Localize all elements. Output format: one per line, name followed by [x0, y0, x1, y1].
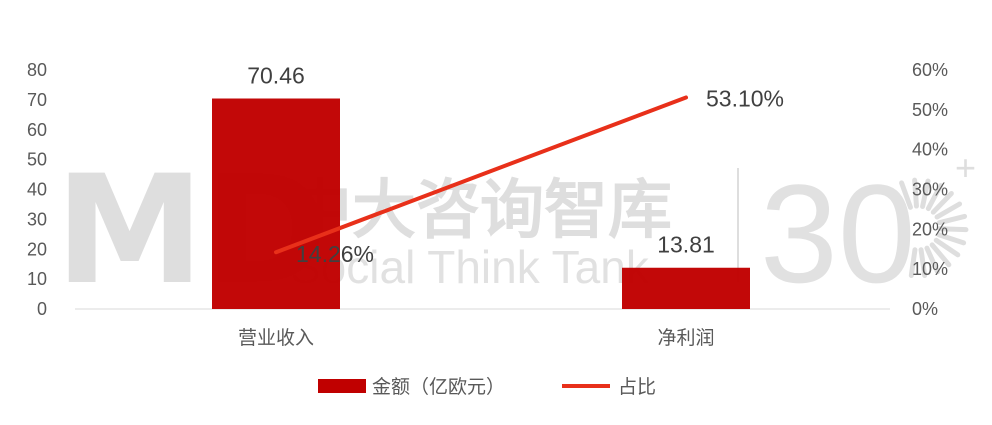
right-y-axis: 0% 10% 20% 30% 40% 50% 60% — [912, 60, 948, 319]
legend-line-label: 占比 — [618, 376, 656, 398]
left-y-tick-label: 60 — [27, 120, 47, 140]
line-data-label: 14.26% — [296, 241, 374, 267]
sunburst-ray — [936, 213, 968, 226]
watermark-cn-text: 中大咨询智库 — [288, 174, 672, 248]
sunburst-ray — [934, 201, 963, 220]
category-labels: 营业收入 净利润 — [238, 327, 715, 349]
sunburst-ray — [912, 177, 919, 209]
line-path — [274, 95, 688, 255]
line-data-labels: 14.26% 53.10% — [296, 85, 784, 267]
right-y-tick-label: 10% — [912, 259, 948, 279]
right-y-tick-label: 20% — [912, 219, 948, 239]
left-y-tick-label: 20 — [27, 239, 47, 259]
plus-icon: + — [955, 147, 976, 188]
left-y-tick-label: 0 — [37, 299, 47, 319]
bar-data-label: 70.46 — [247, 63, 305, 89]
watermark-en-text: Social Think Tank — [290, 241, 650, 293]
line-series — [274, 95, 688, 255]
line-data-label: 53.10% — [706, 85, 784, 111]
bar-data-labels: 70.46 13.81 — [247, 63, 715, 258]
left-y-tick-label: 50 — [27, 150, 47, 170]
bar-data-label: 13.81 — [657, 232, 715, 258]
left-y-tick-label: 10 — [27, 269, 47, 289]
sunburst-ray — [908, 247, 918, 279]
bar-1 — [212, 98, 340, 309]
sunburst-ray — [929, 242, 952, 268]
left-y-tick-label: 70 — [27, 90, 47, 110]
sunburst-icon — [899, 177, 969, 279]
sunburst-ray — [936, 232, 967, 246]
left-y-tick-label: 40 — [27, 180, 47, 200]
right-y-tick-label: 50% — [912, 100, 948, 120]
left-y-tick-label: 80 — [27, 60, 47, 80]
left-y-tick-label: 30 — [27, 209, 47, 229]
legend-bar-swatch — [318, 379, 366, 393]
bar-series — [212, 98, 750, 309]
sunburst-ray — [933, 237, 961, 258]
legend: 金额（亿欧元） 占比 — [318, 376, 656, 398]
right-y-tick-label: 60% — [912, 60, 948, 80]
sunburst-ray — [924, 245, 941, 275]
x-category-label: 营业收入 — [238, 327, 314, 349]
sunburst-ray — [918, 247, 928, 279]
right-y-tick-label: 0% — [912, 299, 938, 319]
sunburst-ray — [937, 226, 969, 233]
sunburst-ray — [920, 178, 931, 209]
sunburst-ray — [930, 190, 954, 215]
watermark-number: 30 — [760, 155, 916, 312]
watermark: MD 中大咨询智库 Social Think Tank 30 + — [55, 144, 976, 318]
right-y-tick-label: 30% — [912, 180, 948, 200]
sunburst-ray — [925, 183, 944, 212]
sunburst-ray — [899, 180, 913, 210]
bar-2 — [622, 267, 750, 309]
x-category-label: 净利润 — [657, 327, 714, 349]
legend-bar-label: 金额（亿欧元） — [372, 376, 505, 398]
right-y-tick-label: 40% — [912, 140, 948, 160]
left-y-axis: 0 10 20 30 40 50 60 70 80 — [27, 60, 47, 319]
